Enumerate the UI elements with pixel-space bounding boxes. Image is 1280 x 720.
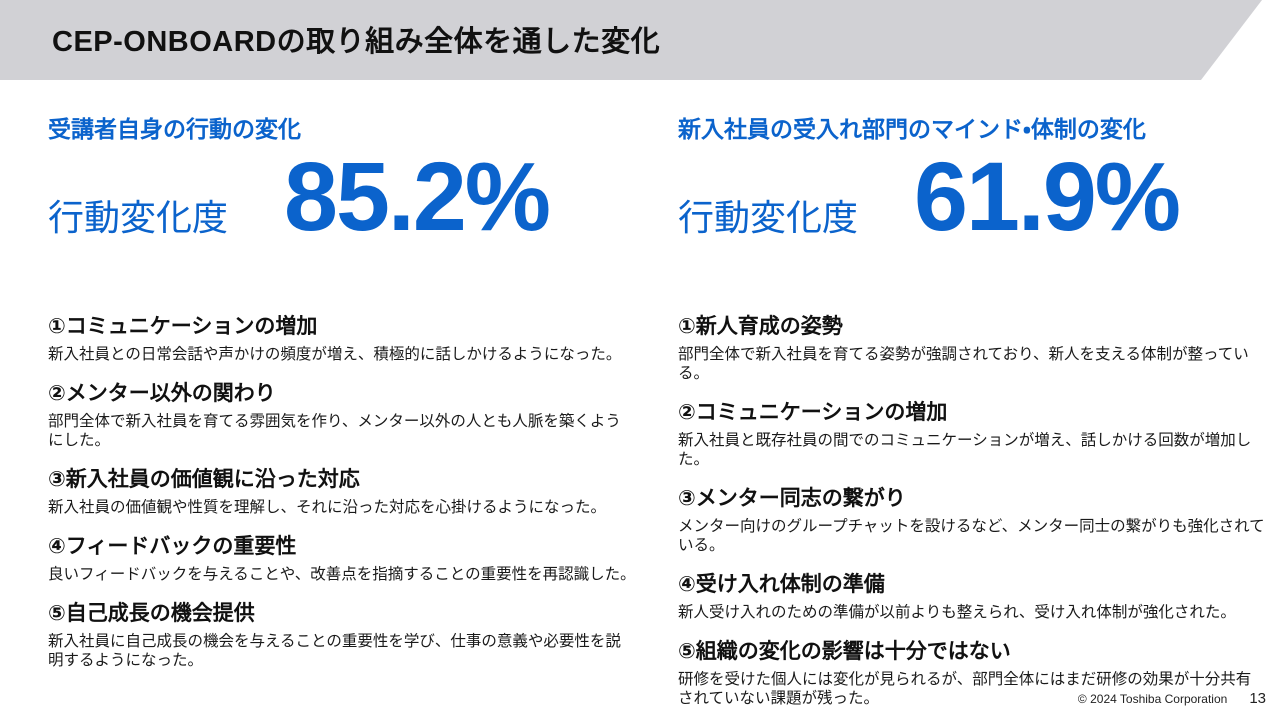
- item-heading: ⑤組織の変化の影響は十分ではない: [678, 640, 1011, 663]
- slide-title: CEP-ONBOARDの取り組み全体を通した変化: [52, 26, 661, 58]
- item-body: 新入社員の価値観や性質を理解し、それに沿った対応を心掛けるようになった。: [48, 499, 607, 516]
- stat-label: 行動変化度: [678, 197, 859, 238]
- item-body: 新入社員と既存社員の間でのコミュニケーションが増え、話しかける回数が増加した。: [678, 432, 1252, 468]
- title-band: [0, 0, 1262, 80]
- item-heading: ④受け入れ体制の準備: [678, 573, 885, 596]
- list-item: ②コミュニケーションの増加 新入社員と既存社員の間でのコミュニケーションが増え、…: [678, 399, 1266, 469]
- stat-value: 61.9%: [914, 142, 1181, 251]
- list-item: ④フィードバックの重要性 良いフィードバックを与えることや、改善点を指摘すること…: [48, 533, 636, 584]
- item-heading: ②メンター以外の関わり: [48, 382, 276, 405]
- slide-footer: © 2024 Toshiba Corporation 13: [1078, 690, 1266, 707]
- list-item: ③新入社員の価値観に沿った対応 新入社員の価値観や性質を理解し、それに沿った対応…: [48, 466, 636, 517]
- list-item: ③メンター同志の繋がり メンター向けのグループチャットを設けるなど、メンター同士…: [678, 485, 1266, 555]
- item-body: 新人受け入れのための準備が以前よりも整えられ、受け入れ体制が強化された。: [678, 604, 1236, 621]
- item-heading: ③メンター同志の繋がり: [678, 487, 906, 510]
- list-item: ④受け入れ体制の準備 新人受け入れのための準備が以前よりも整えられ、受け入れ体制…: [678, 571, 1266, 622]
- item-body: 新入社員に自己成長の機会を与えることの重要性を学び、仕事の意義や必要性を説明する…: [48, 633, 621, 669]
- copyright-text: © 2024 Toshiba Corporation: [1077, 692, 1228, 706]
- item-body: 研修を受けた個人には変化が見られるが、部門全体にはまだ研修の効果が十分共有されて…: [678, 671, 1252, 707]
- page-number: 13: [1249, 690, 1266, 707]
- list-item: ⑤組織の変化の影響は十分ではない 研修を受けた個人には変化が見られるが、部門全体…: [678, 638, 1266, 708]
- stat-row: 行動変化度 61.9%: [678, 142, 1181, 251]
- item-heading: ③新入社員の価値観に沿った対応: [48, 468, 360, 491]
- item-heading: ②コミュニケーションの増加: [678, 401, 948, 424]
- panel-heading: 受講者自身の行動の変化: [48, 116, 301, 142]
- panel-heading: 新入社員の受入れ部門のマインド・体制の変化: [678, 116, 1146, 142]
- stat-value: 85.2%: [284, 142, 551, 251]
- item-body: 良いフィードバックを与えることや、改善点を指摘することの重要性を再認識した。: [48, 566, 636, 583]
- stat-row: 行動変化度 85.2%: [48, 142, 551, 251]
- item-body: 部門全体で新入社員を育てる雰囲気を作り、メンター以外の人とも人脈を築くようにした…: [48, 413, 621, 449]
- item-list: ①コミュニケーションの増加 新入社員との日常会話や声かけの頻度が増え、積極的に話…: [48, 313, 636, 686]
- item-body: 部門全体で新入社員を育てる姿勢が強調されており、新人を支える体制が整っている。: [678, 346, 1249, 382]
- item-heading: ①新人育成の姿勢: [678, 315, 843, 338]
- item-heading: ⑤自己成長の機会提供: [48, 602, 255, 625]
- item-body: メンター向けのグループチャットを設けるなど、メンター同士の繋がりも強化されている…: [678, 518, 1265, 554]
- panel-trainee-behavior-change: 受講者自身の行動の変化 行動変化度 85.2% ①コミュニケーションの増加 新入…: [48, 0, 636, 720]
- panel-receiving-dept-change: 新入社員の受入れ部門のマインド・体制の変化 行動変化度 61.9% ①新人育成の…: [678, 0, 1266, 720]
- list-item: ①コミュニケーションの増加 新入社員との日常会話や声かけの頻度が増え、積極的に話…: [48, 313, 636, 364]
- list-item: ⑤自己成長の機会提供 新入社員に自己成長の機会を与えることの重要性を学び、仕事の…: [48, 600, 636, 670]
- item-heading: ④フィードバックの重要性: [48, 535, 297, 558]
- stat-label: 行動変化度: [48, 197, 229, 238]
- item-list: ①新人育成の姿勢 部門全体で新入社員を育てる姿勢が強調されており、新人を支える体…: [678, 313, 1266, 720]
- item-body: 新入社員との日常会話や声かけの頻度が増え、積極的に話しかけるようになった。: [48, 346, 622, 363]
- list-item: ①新人育成の姿勢 部門全体で新入社員を育てる姿勢が強調されており、新人を支える体…: [678, 313, 1266, 383]
- list-item: ②メンター以外の関わり 部門全体で新入社員を育てる雰囲気を作り、メンター以外の人…: [48, 380, 636, 450]
- item-heading: ①コミュニケーションの増加: [48, 315, 318, 338]
